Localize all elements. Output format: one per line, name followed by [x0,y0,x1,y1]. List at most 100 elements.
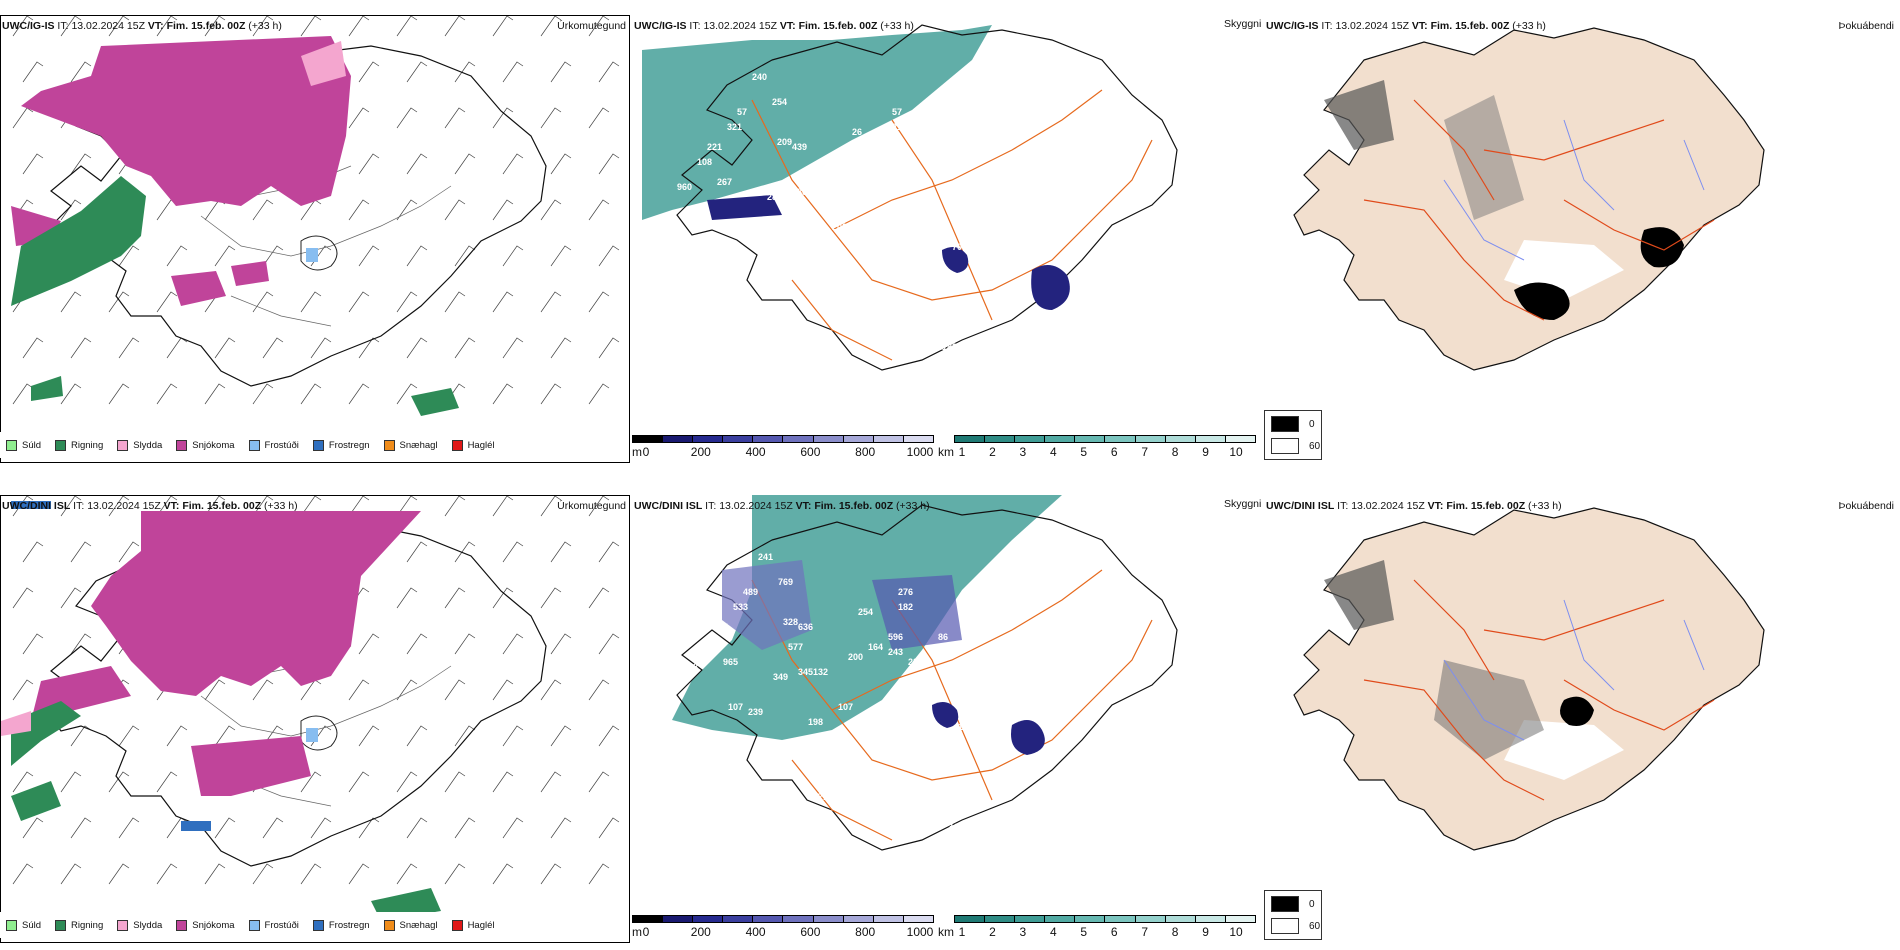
wind-barb [204,496,226,517]
panel-title: UWC/DINI ISL IT: 13.02.2024 15Z VT: Fim.… [1266,500,1562,512]
freezing-rain-area-south [181,821,211,831]
legend-label: Snæhagl [399,919,438,931]
wind-barb [550,61,572,83]
wind-barb [12,587,34,609]
wind-barb [348,107,370,129]
legend-label: Rigning [71,919,104,931]
legend-item: Snæhagl [383,439,438,451]
cloudbase-label: 769 [778,577,793,587]
fog-core-east [1640,227,1684,268]
cloudbase-label: 71 [818,792,828,802]
fog-core-center [1560,696,1594,726]
colorbar-bin [903,916,933,922]
sleet-area [1,711,31,736]
fog-legend-label: 60 [1309,920,1321,932]
legend-label: Slydda [133,439,163,451]
wind-barb [502,541,524,563]
panel-title: UWC/DINI ISL IT: 13.02.2024 15Z VT: Fim.… [2,500,298,512]
wind-barb [358,153,380,175]
legend-item: Frostregn [312,439,370,451]
rain-area-sw [11,781,61,821]
cloudbase-label: 349 [773,672,788,682]
colorbar-bin [1165,436,1196,442]
wind-barb [550,153,572,175]
wind-barb [108,496,130,517]
cloudbase-panel: 240 254 57 321 221 209 439 108 267 960 286 282 318 31… [632,0,1262,470]
snowfall-area [91,511,421,696]
colorbar-bin [903,436,933,442]
legend-item: Snjókoma [176,439,235,451]
colorbar-bin [1105,916,1136,922]
colorbar-unit: m [632,445,642,459]
forecast-row-1: UWC/IG-IS IT: 13.02.2024 15Z VT: Fim. 15… [0,0,1900,470]
wind-barb [22,153,44,175]
wind-barb [396,199,418,221]
wind-barb [588,771,610,793]
map-frame [0,495,630,943]
wind-barb [348,496,370,517]
wind-barb [454,61,476,83]
cloudbase-map: 241 769 489 533 395 328 636 323 965 308 345 349 132 2… [672,495,1178,851]
cloudbase-label: 218 [1018,772,1033,782]
wind-barb [540,679,562,701]
iceland-coastline [45,520,547,867]
wind-barb [598,153,620,175]
rain-area-se [411,388,459,416]
cloudbase-label: 965 [723,657,738,667]
panel-title: UWC/IG-IS IT: 13.02.2024 15Z VT: Fim. 15… [634,20,914,32]
wind-barb [396,383,418,405]
colorbar-bin [843,436,874,442]
cloudbase-label: 124 [708,742,723,752]
colorbar-tick: 800 [855,925,876,939]
legend-swatch [176,919,188,931]
cloudbase-label: 76 [1032,312,1042,322]
colorbar-tick: 10 [1229,445,1243,459]
wind-barb [540,383,562,405]
cloudbase-label: 276 [898,587,913,597]
colorbar-bin [1165,916,1196,922]
iceland-coastline [676,24,1178,371]
wind-barb [310,337,332,359]
wind-barb [540,16,562,37]
colorbar-tick: 2 [989,925,996,939]
cloudbase-label: 432 [872,247,887,257]
rain-area [11,176,146,306]
wind-barb [252,383,274,405]
wind-barb [454,633,476,655]
wind-barb [108,291,130,313]
wind-barb [60,863,82,885]
wind-barb [540,199,562,221]
wind-barb [118,725,140,747]
wind-barb [12,679,34,701]
wind-barb [252,199,274,221]
wind-barb [540,496,562,517]
colorbar-tick: 1000 [906,445,934,459]
wind-barb [300,16,322,37]
legend-swatch [312,919,324,931]
glacier-outline [300,235,338,271]
wind-barb [60,383,82,405]
wind-barb [348,771,370,793]
colorbar-tick: 1 [958,445,966,459]
cloudbase-label: 182 [898,602,913,612]
colorbar-tick: 10 [1229,925,1243,939]
cloudbase-label: 74 [742,227,752,237]
visibility-colorbar [954,915,1256,923]
wind-barb [358,337,380,359]
legend-item: Slydda [117,919,162,931]
colorbar-bin [1195,436,1226,442]
cloudbase-label: 108 [697,157,712,167]
wind-barb [550,541,572,563]
cloudbase-label: 204 [882,152,897,162]
colorbar-bin [873,436,904,442]
wind-barb [444,771,466,793]
wind-barb [598,817,620,839]
sleet-area [301,41,346,86]
wind-barb [118,541,140,563]
wind-barb [502,817,524,839]
wind-barb [540,291,562,313]
wind-barb [358,61,380,83]
colorbar-bin [1195,916,1226,922]
snowfall-area [21,36,351,206]
wind-barb [406,61,428,83]
